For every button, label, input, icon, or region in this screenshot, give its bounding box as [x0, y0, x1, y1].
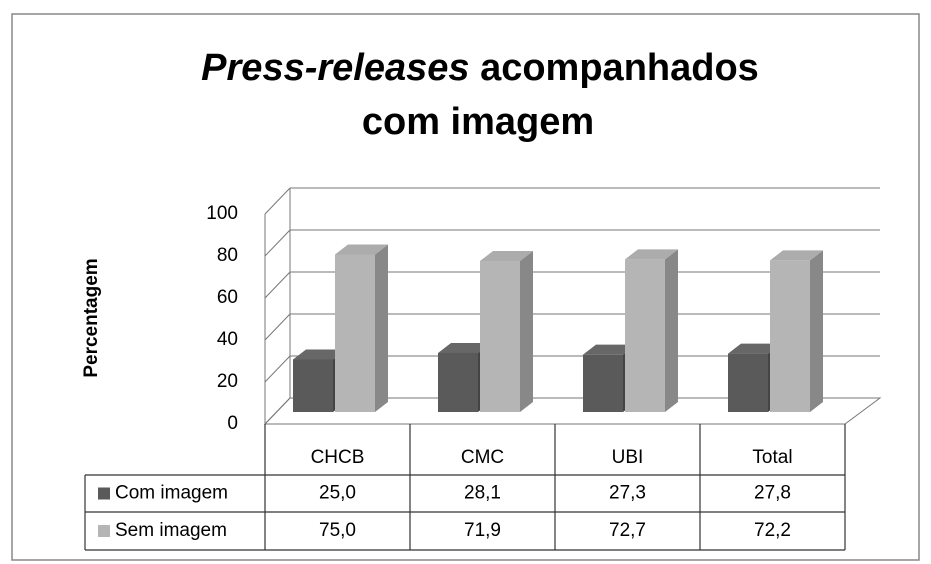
data-label: 75,0 — [319, 520, 356, 541]
x-tick-label: Total — [752, 447, 792, 468]
chart-title: Press-releases acompanhados — [201, 47, 759, 89]
data-label: 71,9 — [464, 520, 501, 541]
bar — [480, 261, 520, 412]
bar-top — [770, 250, 823, 261]
grid-line — [264, 271, 291, 299]
data-label: 27,8 — [754, 483, 791, 504]
data-label: 72,7 — [609, 520, 646, 541]
bar-side — [375, 244, 388, 412]
bar-top — [728, 343, 781, 354]
grid-line — [264, 355, 291, 383]
x-tick-label: UBI — [612, 447, 644, 468]
grid-line — [264, 313, 291, 341]
bar — [293, 359, 333, 412]
x-tick-label: CHCB — [311, 447, 365, 468]
bar-side — [665, 249, 678, 412]
bar-top — [480, 251, 533, 262]
data-label: 72,2 — [754, 520, 791, 541]
y-tick-label: 0 — [227, 413, 238, 434]
bar — [625, 259, 665, 412]
grid-line — [264, 397, 291, 425]
y-tick-label: 20 — [217, 371, 238, 392]
bar — [335, 254, 375, 412]
y-tick-label: 100 — [206, 203, 238, 224]
bar-top — [583, 344, 636, 355]
y-tick-label: 40 — [217, 329, 238, 350]
bar-side — [810, 250, 823, 412]
grid-line — [264, 187, 291, 215]
title-part: Press-releases — [201, 47, 469, 89]
bar-side — [520, 251, 533, 412]
data-label: 28,1 — [464, 483, 501, 504]
x-tick-label: CMC — [461, 447, 504, 468]
legend-label: Sem imagem — [115, 520, 227, 541]
y-axis-label: Percentagem — [81, 258, 102, 377]
bar-top — [438, 342, 491, 353]
bar-top — [335, 244, 388, 255]
legend-swatch — [98, 487, 110, 500]
bar — [438, 352, 478, 412]
y-tick-label: 80 — [217, 245, 238, 266]
bar-top — [293, 349, 346, 360]
chart-title: com imagem — [362, 101, 594, 143]
bar — [583, 354, 623, 412]
legend-label: Com imagem — [115, 483, 228, 504]
grid-line — [264, 229, 291, 257]
bar — [770, 260, 810, 412]
data-label: 25,0 — [319, 483, 356, 504]
chart-border — [11, 13, 920, 561]
bar-top — [625, 249, 678, 260]
bar — [728, 353, 768, 412]
legend-swatch — [98, 525, 110, 537]
y-tick-label: 60 — [217, 287, 238, 308]
data-label: 27,3 — [609, 483, 646, 504]
title-part: acompanhados — [480, 47, 759, 89]
